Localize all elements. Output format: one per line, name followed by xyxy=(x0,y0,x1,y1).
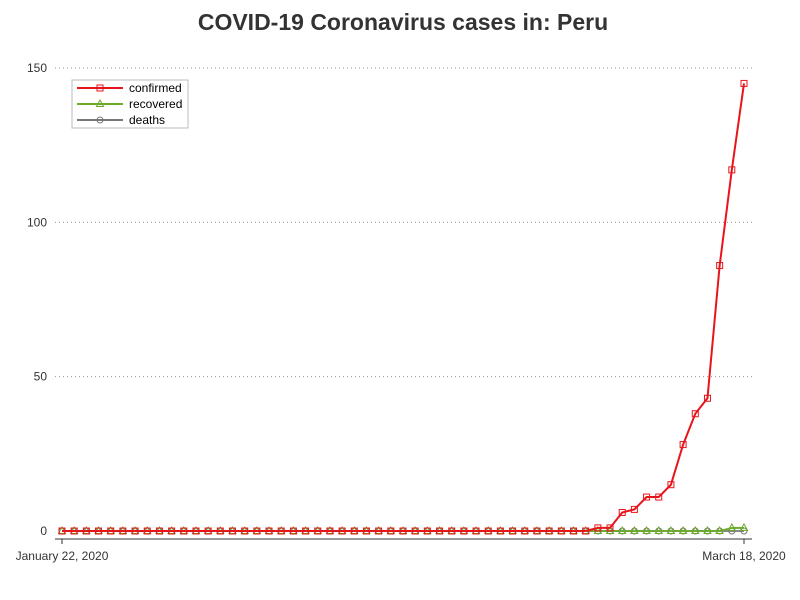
confirmed-point xyxy=(496,527,504,535)
confirmed-point xyxy=(399,527,407,535)
y-tick-label: 150 xyxy=(27,61,47,75)
confirmed-point xyxy=(253,527,261,535)
confirmed-point xyxy=(703,394,711,402)
confirmed-point xyxy=(192,527,200,535)
confirmed-point xyxy=(509,527,517,535)
legend-marker-deaths xyxy=(96,116,104,124)
confirmed-point xyxy=(460,527,468,535)
confirmed-point xyxy=(289,527,297,535)
recovered-point xyxy=(593,525,603,534)
confirmed-point xyxy=(570,527,577,535)
confirmed-point xyxy=(521,527,529,535)
recovered-point xyxy=(715,525,724,534)
legend-label-confirmed: confirmed xyxy=(129,81,182,95)
confirmed-point xyxy=(131,527,139,535)
recovered-point xyxy=(690,525,700,534)
confirmed-point xyxy=(204,527,212,535)
confirmed-point xyxy=(691,410,699,418)
recovered-point xyxy=(739,522,749,531)
confirmed-point xyxy=(229,527,236,535)
confirmed-point xyxy=(630,505,638,513)
confirmed-point xyxy=(302,527,310,535)
confirmed-point xyxy=(557,527,565,535)
confirmed-point xyxy=(643,493,651,501)
confirmed-point xyxy=(338,527,346,535)
confirmed-point xyxy=(533,527,541,535)
recovered-point xyxy=(703,525,712,534)
confirmed-point xyxy=(82,527,90,535)
confirmed-point xyxy=(265,527,273,535)
confirmed-point xyxy=(594,524,602,532)
confirmed-point xyxy=(655,493,663,501)
recovered-point xyxy=(605,525,615,534)
y-tick-label: 100 xyxy=(27,215,47,229)
recovered-point xyxy=(642,525,651,534)
confirmed-point xyxy=(667,481,675,489)
legend-label-recovered: recovered xyxy=(129,97,182,111)
confirmed-point xyxy=(545,527,553,535)
axes: 0 50 100 150 January 22, 2020 March 18, 2020 xyxy=(16,61,786,563)
confirmed-point xyxy=(423,527,431,535)
confirmed-point xyxy=(119,527,127,535)
confirmed-point xyxy=(326,527,334,535)
legend-label-deaths: deaths xyxy=(129,113,165,127)
legend-marker-confirmed xyxy=(96,84,104,92)
confirmed-point xyxy=(606,524,614,532)
confirmed-point xyxy=(95,527,103,535)
confirmed-point xyxy=(362,527,370,535)
confirmed-point xyxy=(58,527,66,535)
recovered-point xyxy=(654,525,664,534)
confirmed-point xyxy=(618,508,626,516)
y-tick-label: 0 xyxy=(40,524,47,538)
chart-title: COVID-19 Coronavirus cases in: Peru xyxy=(197,9,609,35)
confirmed-point xyxy=(70,527,78,535)
confirmed-point xyxy=(582,527,590,535)
confirmed-point xyxy=(484,527,492,535)
confirmed-point xyxy=(277,527,285,535)
confirmed-point xyxy=(740,79,748,87)
confirmed-point xyxy=(241,527,249,535)
recovered-point xyxy=(617,525,627,534)
confirmed-point xyxy=(472,527,480,535)
x-tick-label: March 18, 2020 xyxy=(702,549,786,563)
y-tick-label: 50 xyxy=(34,370,48,384)
legend: confirmed recovered deaths xyxy=(71,79,189,129)
confirmed-point xyxy=(728,166,736,174)
confirmed-point xyxy=(143,527,151,535)
confirmed-point xyxy=(436,527,444,535)
confirmed-point xyxy=(387,527,395,535)
confirmed-series xyxy=(58,79,748,535)
confirmed-line xyxy=(62,83,745,532)
confirmed-point xyxy=(716,262,724,270)
confirmed-point xyxy=(679,441,687,449)
confirmed-point xyxy=(107,527,115,535)
recovered-point xyxy=(666,525,676,534)
x-tick-label: January 22, 2020 xyxy=(16,549,109,563)
confirmed-point xyxy=(216,527,224,535)
confirmed-point xyxy=(168,527,176,535)
gridlines xyxy=(55,67,752,378)
legend-marker-recovered xyxy=(95,98,105,107)
confirmed-point xyxy=(180,527,188,535)
confirmed-point xyxy=(448,527,456,535)
confirmed-point xyxy=(155,527,163,535)
series-layer xyxy=(57,79,749,535)
confirmed-point xyxy=(350,527,358,535)
confirmed-point xyxy=(411,527,419,535)
recovered-point xyxy=(630,525,639,534)
confirmed-point xyxy=(314,527,322,535)
confirmed-point xyxy=(375,527,383,535)
recovered-point xyxy=(727,522,737,531)
recovered-point xyxy=(678,525,688,534)
